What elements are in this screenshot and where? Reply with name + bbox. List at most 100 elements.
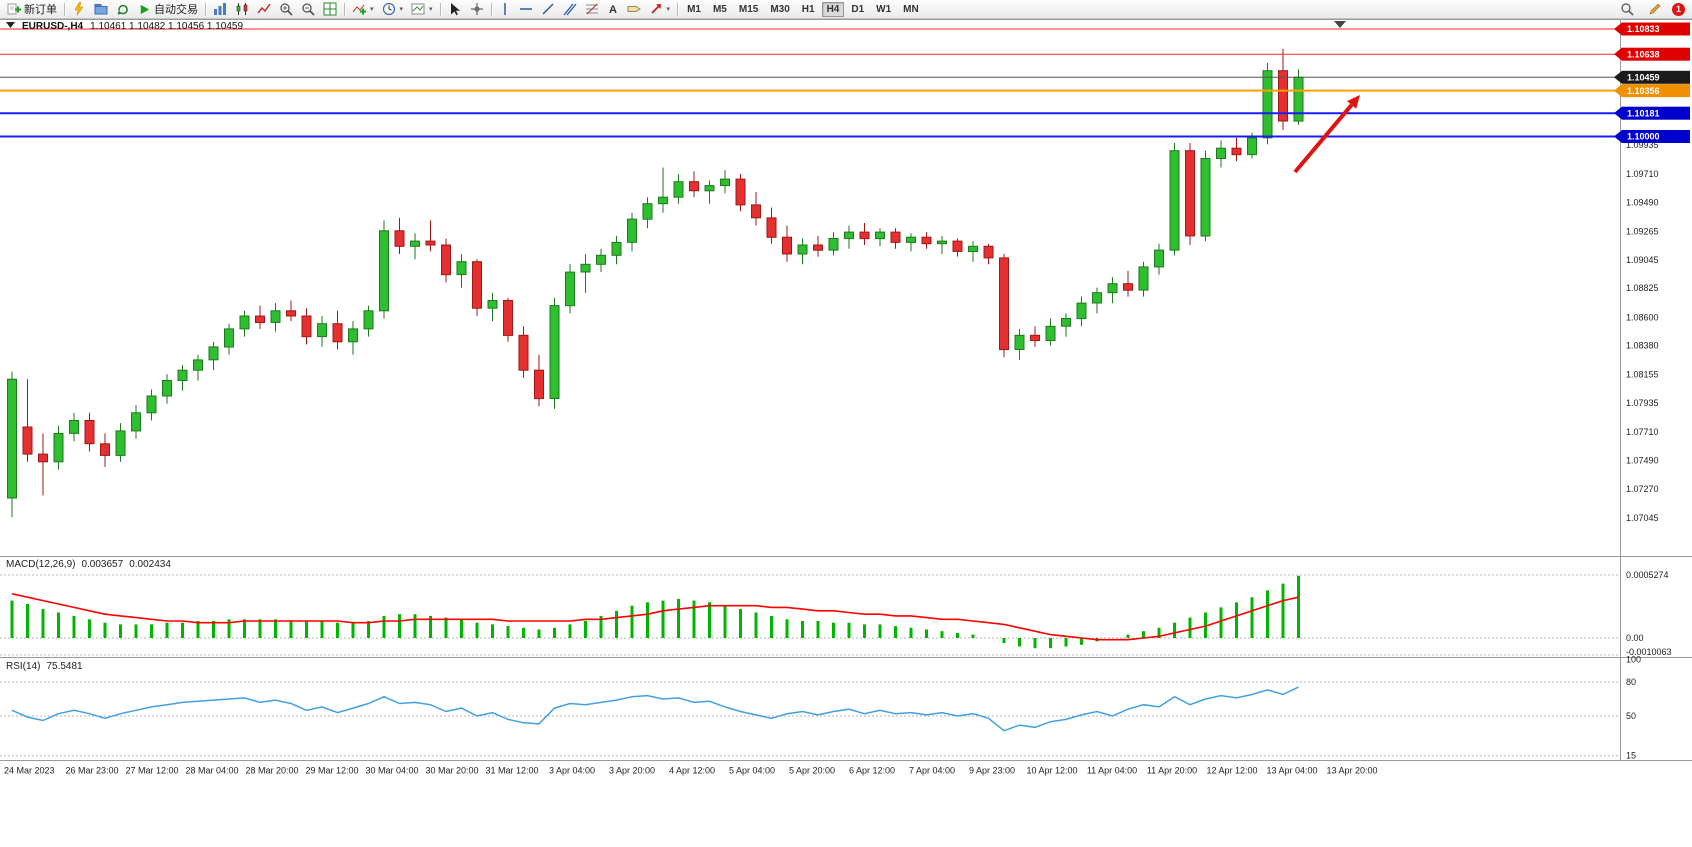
fibonacci-button[interactable] xyxy=(581,1,603,18)
arrow-tools-button[interactable]: ▾ xyxy=(645,1,675,18)
tag-icon xyxy=(627,2,641,16)
svg-text:1.10181: 1.10181 xyxy=(1627,108,1660,118)
timeframe-m5[interactable]: M5 xyxy=(708,2,732,17)
svg-text:7 Apr 04:00: 7 Apr 04:00 xyxy=(909,766,955,776)
svg-text:1.10000: 1.10000 xyxy=(1627,132,1660,142)
trendline-icon xyxy=(541,2,555,16)
tile-windows-button[interactable] xyxy=(319,1,341,18)
price-scale[interactable]: 1.09935 1.09710 1.09490 1.09265 1.09045 1.088… xyxy=(1626,140,1672,761)
symbol-period-label: EURUSD-,H4 xyxy=(22,21,84,32)
new-order-button[interactable]: 新订单 xyxy=(3,1,61,18)
svg-text:3 Apr 20:00: 3 Apr 20:00 xyxy=(609,766,655,776)
autotrading-icon xyxy=(138,3,151,16)
svg-text:11 Apr 04:00: 11 Apr 04:00 xyxy=(1087,766,1137,776)
svg-text:9 Apr 23:00: 9 Apr 23:00 xyxy=(969,766,1015,776)
rsi-label: RSI(14) 75.5481 xyxy=(6,661,83,672)
timeframe-m30[interactable]: M30 xyxy=(765,2,794,17)
channel-button[interactable] xyxy=(559,1,581,18)
text-icon: A xyxy=(607,2,619,16)
price-tags: 1.10833 1.10638 1.10459 1.10356 1.10181 1.100… xyxy=(1614,22,1690,144)
crosshair-icon xyxy=(470,2,484,16)
autotrading-label: 自动交易 xyxy=(154,4,198,16)
profiles-icon xyxy=(94,2,108,16)
templates-button[interactable]: ▾ xyxy=(407,1,437,18)
timeframe-m1[interactable]: M1 xyxy=(682,2,706,17)
zoom-out-button[interactable] xyxy=(297,1,319,18)
timeframe-m15[interactable]: M15 xyxy=(734,2,763,17)
timeframe-mn[interactable]: MN xyxy=(898,2,924,17)
new-order-label: 新订单 xyxy=(24,4,57,16)
timeframe-h4[interactable]: H4 xyxy=(821,1,845,17)
quote-ohlc-label: 1.10461 1.10482 1.10456 1.10459 xyxy=(90,21,244,32)
macd-main-value: 0.003657 xyxy=(81,559,124,570)
arrow-annotation[interactable] xyxy=(1293,95,1360,174)
toolbar: 新订单 自动交易 ▾ ▾ ▾ A ▾ M1 M5 M15 M30 H1 H4 D… xyxy=(0,0,1692,19)
chevron-down-icon: ▾ xyxy=(370,6,374,13)
svg-text:1.09935: 1.09935 xyxy=(1626,140,1659,150)
svg-text:4 Apr 12:00: 4 Apr 12:00 xyxy=(669,766,715,776)
collapse-icon[interactable] xyxy=(6,21,15,32)
charts-button[interactable] xyxy=(68,1,90,18)
svg-text:1.08380: 1.08380 xyxy=(1626,341,1659,351)
panel-borders xyxy=(0,19,1692,761)
arrow-icon xyxy=(649,2,663,16)
chart-header: EURUSD-,H4 1.10461 1.10482 1.10456 1.104… xyxy=(6,21,243,32)
edit-button[interactable] xyxy=(1644,1,1666,18)
tile-windows-icon xyxy=(323,2,337,16)
indicators-button[interactable]: ▾ xyxy=(348,1,378,18)
refresh-button[interactable] xyxy=(112,1,134,18)
trendline-button[interactable] xyxy=(537,1,559,18)
bar-chart-icon xyxy=(213,2,227,16)
horizontal-line-button[interactable] xyxy=(515,1,537,18)
toolbar-separator xyxy=(677,2,679,16)
template-icon xyxy=(411,2,425,16)
svg-text:100: 100 xyxy=(1626,654,1641,664)
svg-text:3 Apr 04:00: 3 Apr 04:00 xyxy=(549,766,595,776)
svg-text:31 Mar 12:00: 31 Mar 12:00 xyxy=(485,766,538,776)
line-chart-button[interactable] xyxy=(253,1,275,18)
svg-text:27 Mar 12:00: 27 Mar 12:00 xyxy=(125,766,178,776)
periods-button[interactable]: ▾ xyxy=(378,1,408,18)
text-button[interactable]: A xyxy=(603,1,623,18)
search-button[interactable] xyxy=(1616,1,1638,18)
lightning-icon xyxy=(72,2,86,16)
svg-text:24 Mar 2023: 24 Mar 2023 xyxy=(4,766,55,776)
chart-shift-marker xyxy=(1334,21,1346,28)
cursor-icon xyxy=(448,2,462,16)
chevron-down-icon: ▾ xyxy=(666,6,671,13)
vertical-line-icon xyxy=(499,2,511,16)
svg-text:1.07710: 1.07710 xyxy=(1626,427,1659,437)
cursor-button[interactable] xyxy=(444,1,466,18)
toolbar-separator xyxy=(205,2,206,16)
zoom-in-button[interactable] xyxy=(275,1,297,18)
vertical-line-button[interactable] xyxy=(495,1,515,18)
svg-text:80: 80 xyxy=(1626,677,1636,687)
candlestick-chart-button[interactable] xyxy=(231,1,253,18)
toolbar-separator xyxy=(490,2,492,16)
bar-chart-button[interactable] xyxy=(209,1,231,18)
text-label-button[interactable] xyxy=(623,1,645,18)
horizontal-levels-layer[interactable] xyxy=(0,28,1620,138)
timeframe-h1[interactable]: H1 xyxy=(797,2,820,17)
macd-label: MACD(12,26,9) 0.003657 0.002434 xyxy=(6,559,171,570)
clock-icon xyxy=(382,2,396,16)
timeframe-d1[interactable]: D1 xyxy=(846,2,869,17)
svg-text:1.07270: 1.07270 xyxy=(1626,484,1659,494)
autotrading-button[interactable]: 自动交易 xyxy=(134,1,202,18)
notifications-badge[interactable]: 1 xyxy=(1672,2,1685,16)
svg-text:13 Apr 20:00: 13 Apr 20:00 xyxy=(1326,766,1377,776)
chevron-down-icon: ▾ xyxy=(429,6,433,13)
svg-text:1.09045: 1.09045 xyxy=(1626,255,1659,265)
svg-text:1.07490: 1.07490 xyxy=(1626,456,1659,466)
svg-text:28 Mar 04:00: 28 Mar 04:00 xyxy=(185,766,238,776)
timeframe-w1[interactable]: W1 xyxy=(871,2,896,17)
search-icon xyxy=(1620,2,1634,16)
svg-text:12 Apr 12:00: 12 Apr 12:00 xyxy=(1206,766,1257,776)
profiles-button[interactable] xyxy=(90,1,112,18)
crosshair-button[interactable] xyxy=(466,1,488,18)
zoom-out-icon xyxy=(301,2,315,16)
time-scale[interactable]: 24 Mar 2023 26 Mar 23:00 27 Mar 12:00 28 Ma… xyxy=(4,766,1378,776)
svg-text:1.07045: 1.07045 xyxy=(1626,513,1659,523)
svg-text:1.08155: 1.08155 xyxy=(1626,370,1659,380)
